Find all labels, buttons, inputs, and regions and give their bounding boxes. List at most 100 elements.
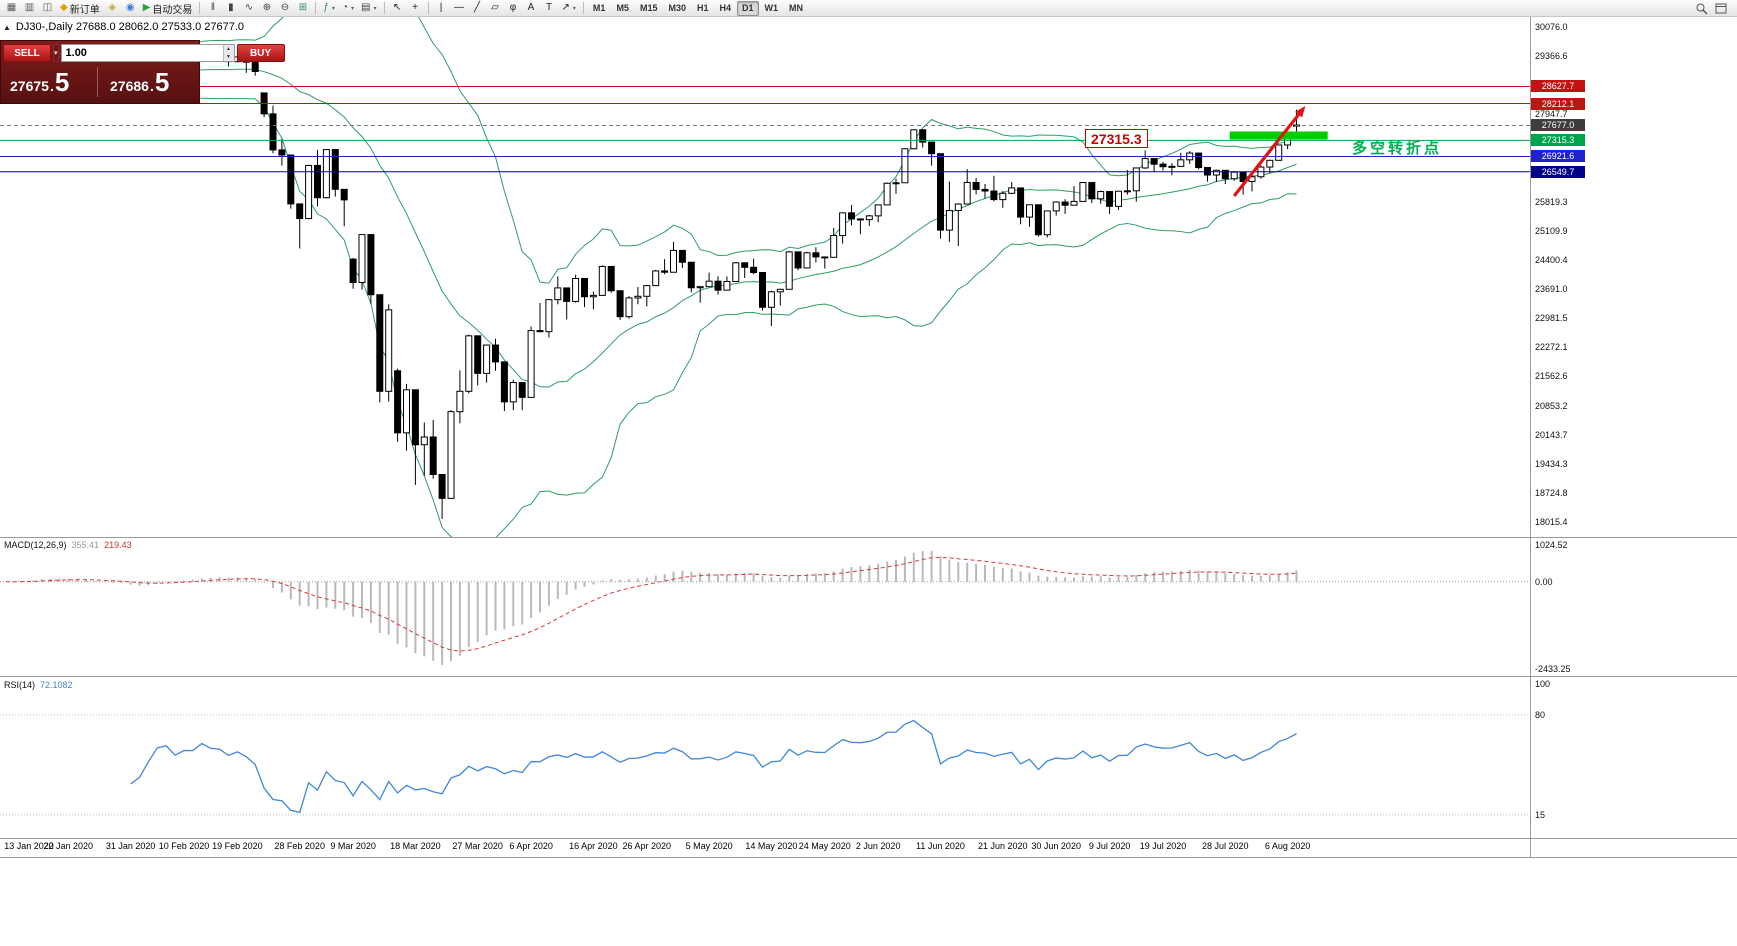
candle-body <box>572 277 580 302</box>
candle-body <box>1079 182 1087 202</box>
zoom-in-button[interactable]: ⊕ <box>258 1 275 16</box>
channel-button[interactable]: ▱ <box>487 1 504 16</box>
buy-button[interactable]: BUY <box>236 44 285 62</box>
trend-arrow-line[interactable] <box>1232 113 1300 197</box>
candle-body <box>634 295 642 299</box>
zoom-out-button[interactable]: ⊖ <box>276 1 293 16</box>
candle-body <box>1008 187 1016 194</box>
tile-windows-button[interactable]: ⊞ <box>294 1 311 16</box>
candlestick-mode-button[interactable]: ▮ <box>222 1 239 16</box>
price-badge: 26549.7 <box>1531 165 1585 178</box>
candle-body <box>563 287 571 302</box>
order-type-dropdown[interactable]: ▾ <box>53 44 59 62</box>
candle-body <box>598 265 606 296</box>
timeframe-w1-button[interactable]: W1 <box>764 3 779 13</box>
periods-button[interactable]: ◔ ▾ <box>339 1 357 16</box>
candle-body <box>527 330 535 398</box>
volume-up-button[interactable]: ▲ <box>223 45 234 53</box>
turning-point-note[interactable]: 多空转折点 <box>1352 140 1443 157</box>
date-tick-label: 6 Apr 2020 <box>509 841 553 851</box>
new-window-icon[interactable] <box>1715 2 1728 15</box>
candle-body <box>474 335 482 374</box>
indicators-button[interactable]: ƒ ▾ <box>320 1 338 16</box>
vertical-line-button[interactable]: | <box>433 1 450 16</box>
price-chart-canvas[interactable] <box>0 17 1530 537</box>
volume-down-button[interactable]: ▼ <box>223 53 234 61</box>
timeframe-m15-button[interactable]: M15 <box>639 3 658 13</box>
crosshair-button[interactable]: + <box>407 1 424 16</box>
candle-body <box>1177 159 1185 167</box>
date-tick-label: 22 Jan 2020 <box>43 841 94 851</box>
bar-chart-mode-button[interactable]: ‖ <box>204 1 221 16</box>
candle-body <box>447 411 455 499</box>
new-chart-button[interactable]: ▦ <box>3 1 20 16</box>
search-icon[interactable] <box>1695 2 1708 15</box>
candle-body <box>581 277 588 298</box>
cursor-button[interactable]: ↖ <box>389 1 406 16</box>
support-zone-highlight[interactable] <box>1229 131 1328 140</box>
profiles-button[interactable]: ▥ <box>21 1 38 16</box>
candle-body <box>981 188 989 192</box>
candle-body <box>483 344 491 374</box>
candle-body <box>963 181 971 205</box>
zoom-in-button-icon: ⊕ <box>262 2 272 13</box>
metaeditor-button[interactable]: ◈ <box>104 1 121 16</box>
fibonacci-button[interactable]: φ <box>505 1 522 16</box>
support-price-annotation[interactable]: 27315.3 <box>1085 129 1148 148</box>
price-tick-label: 27947.7 <box>1535 109 1568 120</box>
timeframe-m5-button[interactable]: M5 <box>616 3 629 13</box>
candle-body <box>910 129 918 150</box>
timeframe-mn-button[interactable]: MN <box>789 3 804 13</box>
macd-signal-line <box>5 556 1297 652</box>
alerts-button[interactable]: ◉ <box>122 1 139 16</box>
pane-separator[interactable] <box>0 676 1737 677</box>
arrows-button[interactable]: ↗ ▾ <box>559 1 579 16</box>
market-watch-button[interactable]: ◫ <box>39 1 56 16</box>
timeframe-m30-button[interactable]: M30 <box>668 3 686 13</box>
text-label-button-icon: T <box>545 2 553 13</box>
candle-body <box>456 390 464 413</box>
candle-body <box>1052 201 1060 212</box>
candle-body <box>839 212 847 237</box>
volume-input[interactable] <box>61 47 223 59</box>
line-chart-mode-button[interactable]: ∿ <box>240 1 257 16</box>
candle-body <box>358 234 366 283</box>
sell-price: 27675. 5 <box>10 67 70 97</box>
candle-body <box>1043 210 1051 236</box>
channel-button-icon: ▱ <box>491 2 499 13</box>
candle-body <box>509 382 517 403</box>
timeframe-h1-button[interactable]: H1 <box>696 3 709 13</box>
timeframe-d1-button[interactable]: D1 <box>737 0 759 16</box>
rsi-pane-canvas[interactable] <box>0 677 1530 838</box>
candle-body <box>376 294 384 392</box>
text-label-button[interactable]: T <box>541 1 558 16</box>
chart-ohlc-header: ▲ DJ30-,Daily 27688.0 28062.0 27533.0 27… <box>3 21 244 33</box>
new-order-button[interactable]: ◆ 新订单 <box>57 1 103 16</box>
sell-button[interactable]: SELL <box>3 44 51 62</box>
candle-body <box>803 252 811 269</box>
candle-body <box>411 389 419 446</box>
timeframe-m1-button[interactable]: M1 <box>592 3 606 13</box>
candle-body <box>367 234 375 296</box>
horizontal-line-button[interactable]: — <box>451 1 468 16</box>
pane-separator <box>0 838 1737 839</box>
text-button[interactable]: A <box>523 1 540 16</box>
caret-down-icon: ▾ <box>331 5 335 12</box>
date-tick-label: 5 May 2020 <box>685 841 733 851</box>
trendline-button[interactable]: ╱ <box>469 1 486 16</box>
macd-pane-canvas[interactable] <box>0 538 1530 676</box>
price-axis-line <box>1530 17 1531 858</box>
pane-separator[interactable] <box>0 537 1737 538</box>
market-watch-button-icon: ◫ <box>42 2 53 13</box>
timeframe-h4-button[interactable]: H4 <box>719 3 732 13</box>
trade-panel-controls: SELL ▾ ▲ ▼ BUY <box>3 43 285 63</box>
candle-body <box>696 286 704 289</box>
panel-expand-icon[interactable]: ▲ <box>3 22 11 32</box>
autotrading-button-label: 自动交易 <box>152 4 193 16</box>
indicator-scale-label: 15 <box>1535 809 1546 820</box>
candle-body <box>554 287 562 301</box>
macd-signal-value: 219.43 <box>104 540 132 550</box>
autotrading-button[interactable]: ▶ 自动交易 <box>140 1 196 16</box>
templates-button[interactable]: ▤ ▾ <box>358 1 379 16</box>
candle-body <box>874 204 882 217</box>
